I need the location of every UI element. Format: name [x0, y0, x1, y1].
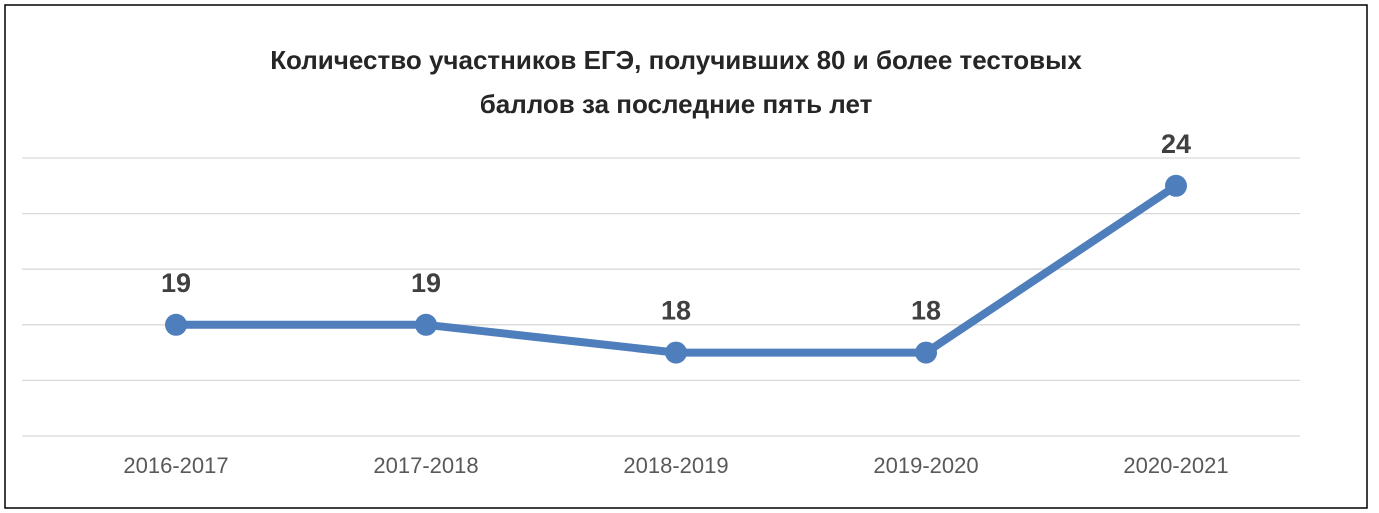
- data-label: 19: [161, 268, 191, 298]
- chart-frame: [4, 4, 1368, 509]
- data-point: [415, 313, 437, 336]
- chart-title: баллов за последние пять лет: [480, 89, 873, 119]
- data-label: 19: [411, 268, 441, 298]
- data-label: 18: [661, 296, 691, 326]
- x-tick-label: 2016-2017: [123, 453, 228, 478]
- data-point: [665, 341, 687, 364]
- x-tick-label: 2020-2021: [1123, 453, 1228, 478]
- data-label: 18: [911, 296, 941, 326]
- data-point: [915, 341, 937, 364]
- data-point: [1165, 174, 1187, 197]
- data-label: 24: [1161, 129, 1191, 159]
- x-tick-label: 2019-2020: [873, 453, 978, 478]
- x-tick-label: 2017-2018: [373, 453, 478, 478]
- data-point: [165, 313, 187, 336]
- x-tick-label: 2018-2019: [623, 453, 728, 478]
- chart-title: Количество участников ЕГЭ, получивших 80…: [270, 45, 1082, 75]
